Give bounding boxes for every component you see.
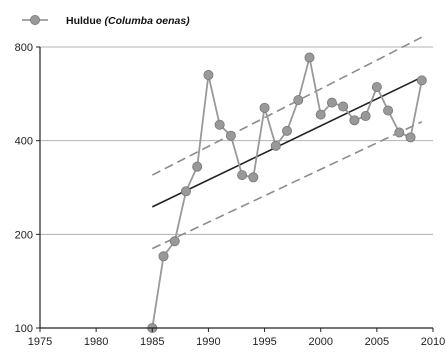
data-point-2003 xyxy=(349,115,360,126)
x-tick-label-1995: 1995 xyxy=(252,336,276,348)
axes xyxy=(36,46,434,332)
confidence-band xyxy=(151,36,423,250)
data-point-1994 xyxy=(248,172,259,183)
y-tick-label-400: 400 xyxy=(15,136,33,148)
data-point-2000 xyxy=(315,109,326,120)
gridlines xyxy=(40,46,433,235)
series-line xyxy=(151,57,423,329)
x-tick-label-2010: 2010 xyxy=(421,336,445,348)
y-tick-label-800: 800 xyxy=(15,42,33,54)
data-point-2001 xyxy=(326,97,337,108)
x-tick-label-1980: 1980 xyxy=(84,336,108,348)
tick-labels: 1975 1980 1985 1990 1995 2000 2005 2010 100 200 40… xyxy=(15,42,446,348)
legend-label-name: Huldue xyxy=(66,15,105,27)
data-point-1993 xyxy=(237,170,248,181)
data-point-2009 xyxy=(416,75,427,86)
data-point-2008 xyxy=(405,132,416,143)
x-tick-label-1990: 1990 xyxy=(196,336,220,348)
data-point-2002 xyxy=(338,101,349,112)
data-point-1998 xyxy=(293,95,304,106)
ci-upper-line xyxy=(151,36,423,176)
legend-label-species: (Columba oenas) xyxy=(105,15,191,27)
y-tick-label-100: 100 xyxy=(15,323,33,335)
data-point-1991 xyxy=(214,119,225,130)
x-tick-label-2005: 2005 xyxy=(365,336,389,348)
data-point-1986 xyxy=(158,251,169,262)
ci-lower-line xyxy=(151,121,423,250)
data-point-1996 xyxy=(270,140,281,151)
trend-line xyxy=(151,76,423,208)
x-tick-label-1975: 1975 xyxy=(28,336,52,348)
data-point-1999 xyxy=(304,52,315,63)
legend: Huldue (Columba oenas) xyxy=(22,14,190,27)
data-point-1995 xyxy=(259,102,270,113)
x-tick-label-2000: 2000 xyxy=(308,336,332,348)
data-point-1989 xyxy=(192,161,203,172)
data-point-1988 xyxy=(180,186,191,197)
data-point-2005 xyxy=(371,82,382,93)
legend-label: Huldue (Columba oenas) xyxy=(66,15,190,27)
data-point-1990 xyxy=(203,70,214,81)
x-tick-label-1985: 1985 xyxy=(140,336,164,348)
data-point-1992 xyxy=(225,130,236,141)
data-point-2004 xyxy=(360,111,371,122)
data-point-2006 xyxy=(383,105,394,116)
data-point-2007 xyxy=(394,127,405,138)
y-tick-label-200: 200 xyxy=(15,229,33,241)
legend-marker-swatch xyxy=(29,14,40,25)
series xyxy=(147,52,427,333)
data-point-1987 xyxy=(169,236,180,247)
data-point-1997 xyxy=(282,125,293,136)
trend xyxy=(151,76,423,208)
